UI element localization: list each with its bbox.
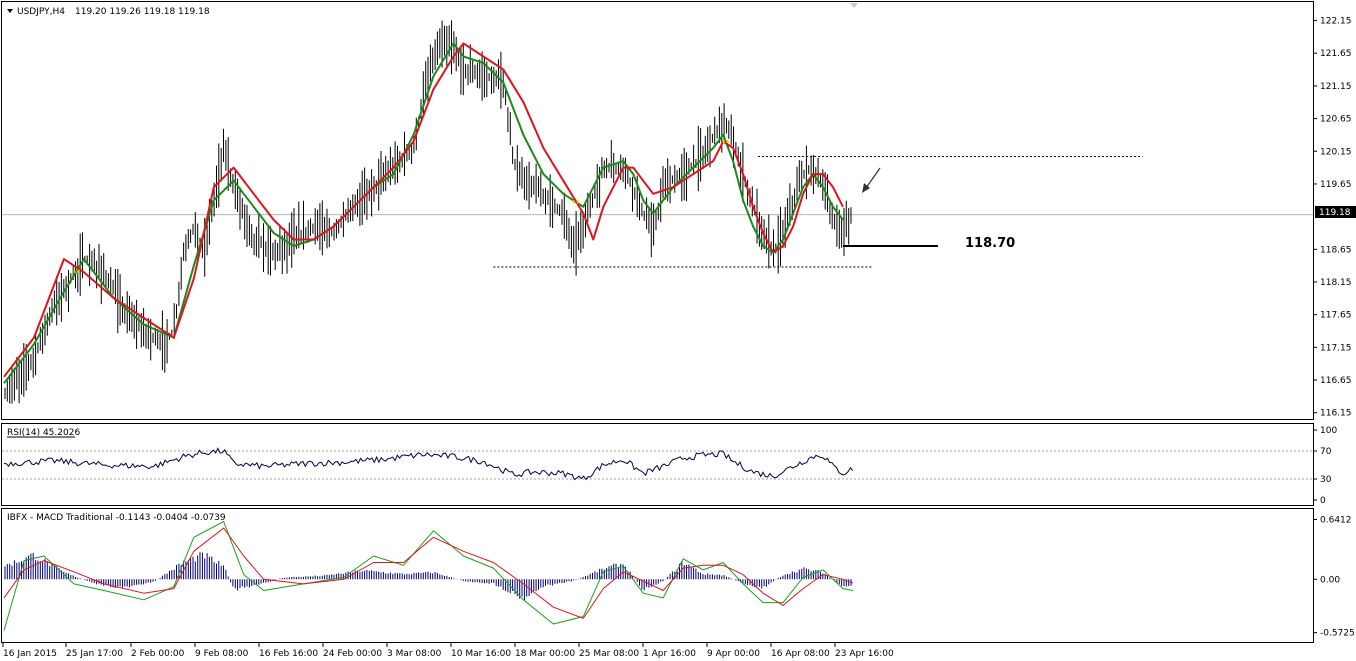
- time-axis-label: 18 Mar 00:00: [515, 649, 575, 659]
- macd-axis-label: 0.6412: [1320, 515, 1352, 525]
- current-price-label: 119.18: [1319, 208, 1351, 218]
- price-axis-label: 121.15: [1320, 82, 1352, 92]
- support-level-label: 118.70: [965, 236, 1015, 251]
- time-axis-label: 25 Mar 08:00: [579, 649, 639, 659]
- rsi-line: [3, 447, 854, 481]
- macd-axis-label: -0.5725: [1320, 629, 1355, 639]
- time-axis-label: 1 Apr 16:00: [643, 649, 696, 659]
- arrow-icon: [862, 167, 881, 193]
- rsi-axis-label: 100: [1320, 426, 1337, 436]
- triangle-down-icon[interactable]: [7, 9, 13, 13]
- rsi-axis-label: 30: [1320, 475, 1332, 485]
- macd-line: [3, 521, 854, 631]
- time-axis-label: 2 Feb 00:00: [131, 649, 185, 659]
- time-axis-label: 23 Apr 16:00: [835, 649, 894, 659]
- current-price-box: [1315, 206, 1356, 218]
- price-axis-label: 117.15: [1320, 343, 1352, 353]
- chevron-down-icon[interactable]: [850, 3, 858, 8]
- price-layer: [2, 20, 1313, 404]
- time-axis-label: 16 Jan 2015: [3, 649, 57, 659]
- rsi-title: RSI(14) 45.2026: [7, 428, 80, 438]
- macd-layer: [3, 521, 854, 631]
- price-axis-label: 118.15: [1320, 278, 1352, 288]
- time-axis-label: 16 Feb 16:00: [259, 649, 318, 659]
- time-axis-label: 9 Feb 08:00: [195, 649, 249, 659]
- time-axis-label: 24 Feb 00:00: [323, 649, 382, 659]
- macd-panel-frame: [1, 508, 1314, 643]
- time-axis-label: 3 Mar 08:00: [387, 649, 442, 659]
- time-axis-label: 25 Jan 17:00: [66, 649, 123, 659]
- axes-layer: 122.15 121.65 121.15 120.65 120.15 119.65 118.…: [2, 17, 1355, 659]
- price-axis-label: 116.15: [1320, 409, 1352, 419]
- macd-axis-label: 0.00: [1320, 575, 1340, 585]
- price-axis-label: 116.65: [1320, 376, 1352, 386]
- price-axis-label: 121.65: [1320, 49, 1352, 59]
- price-axis-label: 119.65: [1320, 180, 1352, 190]
- macd-signal-line: [3, 527, 854, 619]
- rsi-panel-frame: [1, 423, 1314, 506]
- time-axis-label: 16 Apr 08:00: [771, 649, 830, 659]
- chart-ohlc: 119.20 119.26 119.18 119.18: [75, 7, 210, 17]
- chart-symbol: USDJPY,H4: [17, 7, 65, 17]
- rsi-axis-label: 0: [1320, 496, 1326, 506]
- rsi-layer: [2, 447, 1313, 481]
- price-axis-label: 117.65: [1320, 311, 1352, 321]
- macd-title: IBFX - MACD Traditional -0.1143 -0.0404 …: [7, 513, 226, 523]
- price-axis-label: 122.15: [1320, 17, 1352, 27]
- price-axis-label: 120.15: [1320, 147, 1352, 157]
- ma-fast-line: [3, 42, 844, 384]
- time-axis-label: 10 Mar 16:00: [451, 649, 511, 659]
- time-axis-label: 9 Apr 00:00: [707, 649, 760, 659]
- ma-slow-line: [3, 42, 844, 378]
- price-panel-frame: [1, 1, 1314, 420]
- price-axis-label: 120.65: [1320, 115, 1352, 125]
- price-axis-label: 118.65: [1320, 245, 1352, 255]
- rsi-axis-label: 70: [1320, 447, 1332, 457]
